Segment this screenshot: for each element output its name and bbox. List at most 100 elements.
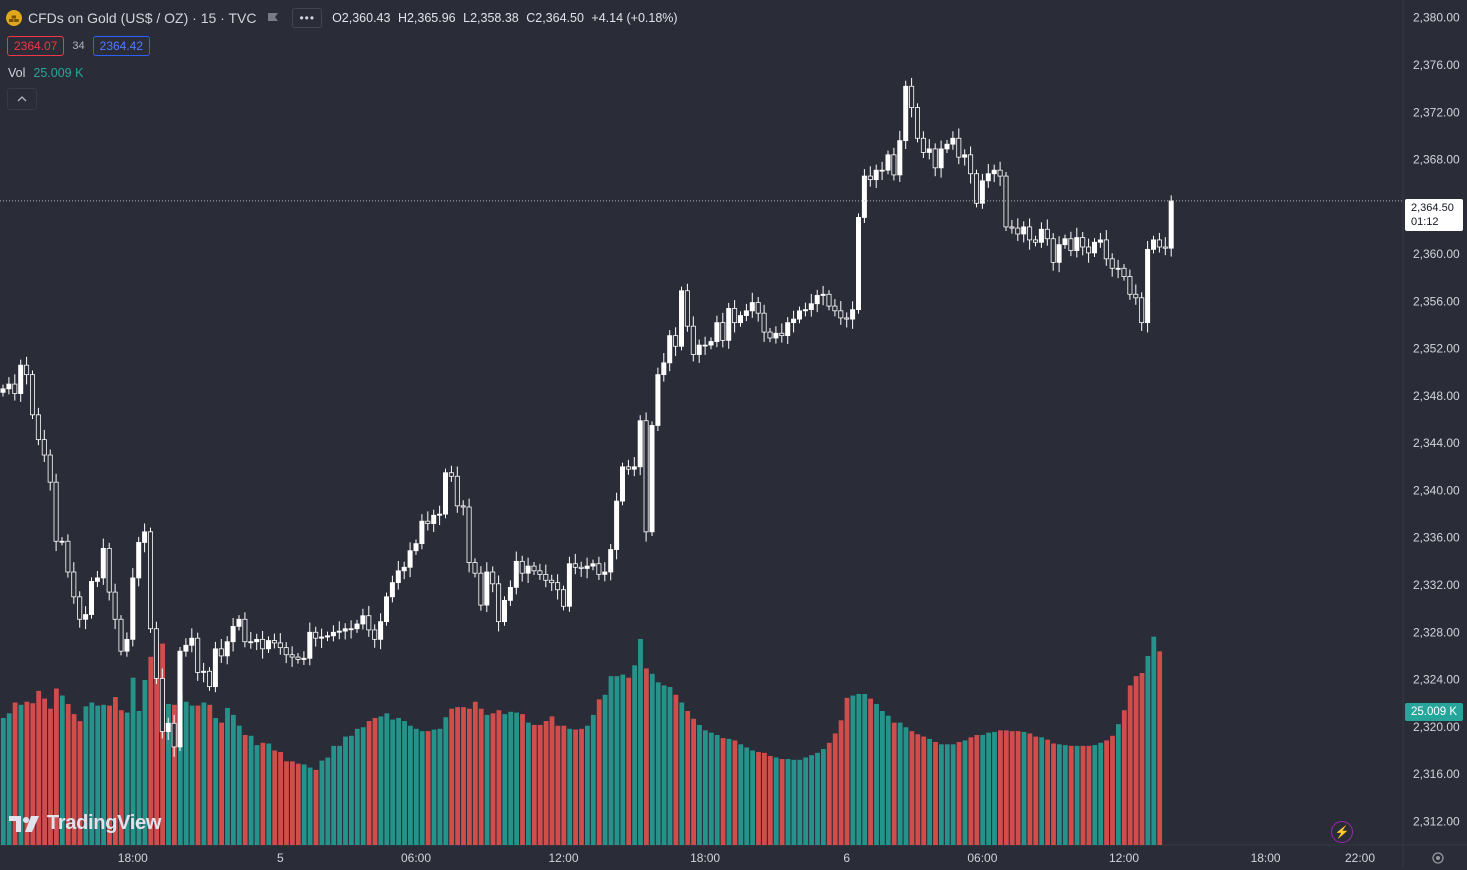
candle-body [130,577,136,640]
volume-bar [42,698,47,845]
volume-bar [378,716,384,845]
volume-bar [148,656,154,845]
candle-body [1027,226,1033,241]
volume-bar [89,702,95,845]
volume-bar [431,729,437,845]
volume-bar [484,714,490,845]
candle-body [218,648,224,657]
volume-bar [319,760,325,845]
candle-body [620,466,626,502]
candle-body [24,364,30,376]
gear-icon[interactable] [1431,851,1445,865]
volume-bar [821,748,826,845]
volume-bar [290,761,295,845]
tradingview-logo[interactable]: TradingView [9,812,161,835]
price-tick-label: 2,360.00 [1413,247,1460,261]
candle-body [879,169,885,172]
volume-axis-label: 25.009 K [1405,703,1463,721]
open-value: O2,360.43 [332,11,391,25]
volume-bar [177,692,183,845]
candle-body [743,310,749,316]
volume-bar [18,704,24,845]
volume-bar [1068,745,1074,845]
candle-body [124,638,130,652]
candle-body [389,582,395,598]
volume-bar [295,763,301,845]
volume-bar [944,744,950,845]
volume-bar [1121,710,1127,845]
lightning-icon[interactable]: ⚡ [1331,821,1353,843]
volume-bar [998,730,1003,845]
price-tick-label: 2,328.00 [1413,625,1460,639]
price-tick-label: 2,336.00 [1413,531,1460,545]
volume-bar [573,729,578,845]
time-tick-label: 06:00 [967,851,997,865]
candle-body [637,420,643,468]
volume-bar [585,725,590,845]
candle-body [584,565,590,569]
candle-body [106,547,112,593]
volume-bar [897,722,903,845]
volume-bar [986,732,991,845]
price-tick-label: 2,380.00 [1413,11,1460,25]
volume-bar [201,702,207,845]
volume-bar [844,697,850,845]
volume-bar [65,704,71,845]
candle-body [679,290,685,347]
buy-button[interactable]: 2364.42 [92,36,151,56]
volume-bar [266,743,272,845]
candle-body [401,566,407,572]
candle-body [968,154,974,175]
candle-body [1127,276,1133,295]
collapse-legend-button[interactable] [7,88,37,110]
flag-icon[interactable] [266,11,280,25]
volume-bar [284,761,289,845]
volume-bar [372,717,378,845]
time-tick-label: 12:00 [1109,851,1139,865]
candle-body [147,531,153,630]
candle-body [271,640,277,644]
price-tick-label: 2,372.00 [1413,105,1460,119]
candle-body [206,670,212,688]
volume-bar [744,747,750,845]
volume-bar [390,719,396,845]
more-button[interactable]: ••• [292,8,323,28]
price-tick-label: 2,316.00 [1413,767,1460,781]
candle-body [932,148,938,169]
candle-body [767,331,773,339]
volume-bar [354,728,360,845]
volume-bar [514,712,519,845]
candle-body [991,169,997,175]
candle-body [177,650,183,748]
time-tick-label: 18:00 [118,851,148,865]
volume-bar [614,676,620,845]
volume-bar [189,705,195,845]
volume-bar [472,701,478,845]
candle-body [1097,239,1103,243]
candle-body [602,571,608,575]
candle-body [549,579,555,584]
sell-button[interactable]: 2364.07 [7,36,65,56]
volume-bar [832,733,838,845]
volume-bar [939,744,944,845]
change-value: +4.14 (+0.18%) [591,11,678,25]
volume-bar [520,714,525,845]
volume-bar [343,736,348,845]
volume-bar [750,750,755,845]
tradingview-wordmark: TradingView [47,812,162,834]
candle-body [561,589,567,607]
candle-body [596,563,602,575]
candle-body [1050,238,1056,263]
candle-body [1009,226,1015,229]
candle-body [1168,200,1174,249]
symbol-title[interactable]: CFDs on Gold (US$ / OZ) · 15 · TVC [28,10,257,26]
volume-bar [673,694,679,845]
candle-body [1092,241,1098,254]
volume-bar [36,690,42,845]
candle-body [1080,237,1086,248]
volume-bar [254,745,260,845]
volume-bar [1151,636,1157,845]
volume-bar [502,714,508,845]
volume-bar [732,740,738,845]
